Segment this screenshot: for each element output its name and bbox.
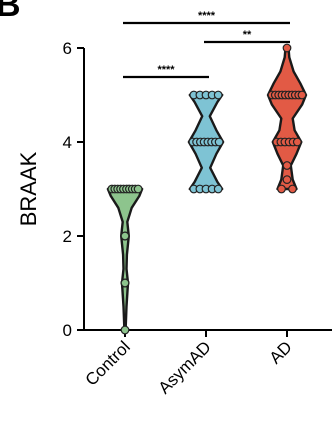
x-tick-label: Control — [82, 337, 134, 389]
data-point — [120, 325, 130, 335]
data-point — [213, 90, 223, 100]
x-tick-label: AsymAD — [155, 337, 215, 397]
data-point — [292, 137, 302, 147]
x-tick-label: AD — [266, 337, 296, 367]
data-point — [133, 184, 143, 194]
y-tick-label: 6 — [63, 39, 72, 58]
significance-label: **** — [198, 10, 216, 22]
data-point — [214, 137, 224, 147]
violin-control — [106, 187, 144, 332]
y-tick-label: 4 — [63, 133, 72, 152]
significance-label: ** — [243, 29, 252, 41]
data-point — [277, 184, 286, 194]
y-tick-label: 0 — [63, 321, 72, 340]
violin-group — [106, 43, 308, 335]
panel-label: B — [0, 0, 21, 24]
y-tick-label: 2 — [63, 227, 72, 246]
data-point — [282, 161, 292, 170]
data-point — [213, 184, 223, 194]
data-point — [120, 231, 130, 241]
significance-bars: ********** — [123, 10, 290, 79]
data-point — [288, 184, 297, 194]
data-point — [282, 43, 292, 53]
data-point — [282, 175, 292, 185]
significance-label: **** — [157, 64, 175, 76]
y-axis-label: BRAAK — [16, 151, 41, 226]
data-point — [297, 90, 307, 100]
data-point — [120, 278, 130, 288]
